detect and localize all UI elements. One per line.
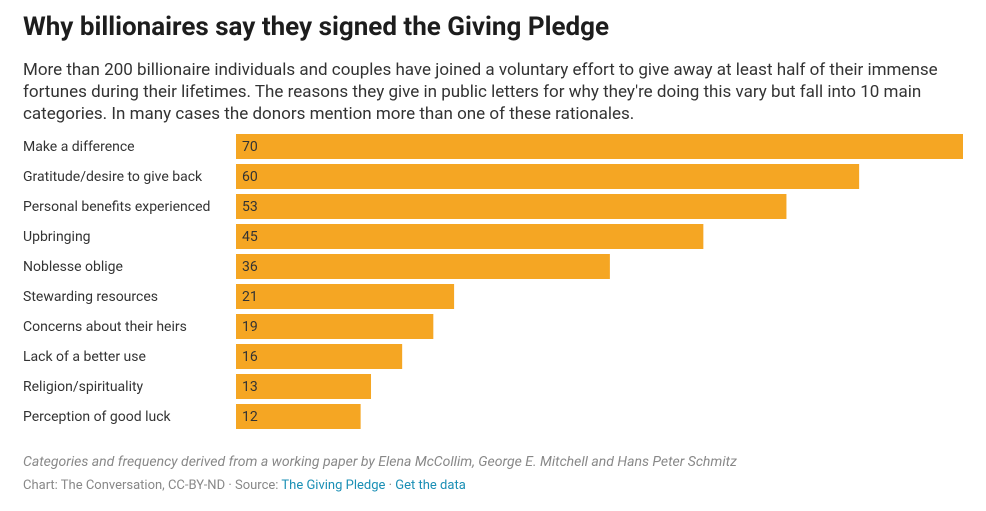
credit: Chart: The Conversation, CC-BY-ND <box>23 478 226 493</box>
source-label: Source: <box>234 478 279 493</box>
chart-title: Why billionaires say they signed the Giv… <box>23 12 610 42</box>
value-label: 53 <box>242 199 258 215</box>
value-label: 45 <box>242 229 258 245</box>
value-label: 13 <box>242 379 258 395</box>
value-label: 60 <box>242 169 258 185</box>
notes: Categories and frequency derived from a … <box>23 454 737 470</box>
separator: · <box>388 478 393 493</box>
chart-subtitle: More than 200 billionaire individuals an… <box>23 60 938 124</box>
category-label: Lack of a better use <box>23 349 146 365</box>
bar <box>236 404 361 429</box>
category-label: Concerns about their heirs <box>23 319 187 335</box>
separator: · <box>228 478 232 493</box>
category-label: Religion/spirituality <box>23 379 144 395</box>
bar <box>236 194 787 219</box>
value-label: 16 <box>242 349 258 365</box>
category-label: Gratitude/desire to give back <box>23 169 203 185</box>
get-data-link[interactable]: Get the data <box>395 478 466 493</box>
category-label: Perception of good luck <box>23 409 172 425</box>
bar <box>236 314 434 339</box>
value-label: 21 <box>242 289 258 305</box>
value-label: 19 <box>242 319 258 335</box>
chart: Make a difference 70 Gratitude/desire to g… <box>23 134 963 429</box>
credit-line: Chart: The Conversation, CC-BY-ND · Sour… <box>23 478 466 493</box>
bar <box>236 344 403 369</box>
value-label: 70 <box>242 139 258 155</box>
bar <box>236 254 610 279</box>
value-label: 12 <box>242 409 258 425</box>
category-label: Noblesse oblige <box>23 259 123 275</box>
source-link[interactable]: The Giving Pledge <box>281 478 386 493</box>
value-label: 36 <box>242 259 258 275</box>
category-label: Personal benefits experienced <box>23 199 210 215</box>
category-label: Stewarding resources <box>23 289 158 305</box>
category-label: Make a difference <box>23 139 135 155</box>
bar <box>236 224 704 249</box>
bar <box>236 134 963 159</box>
bar <box>236 164 860 189</box>
category-label: Upbringing <box>23 229 91 245</box>
bar <box>236 284 455 309</box>
bar <box>236 374 372 399</box>
